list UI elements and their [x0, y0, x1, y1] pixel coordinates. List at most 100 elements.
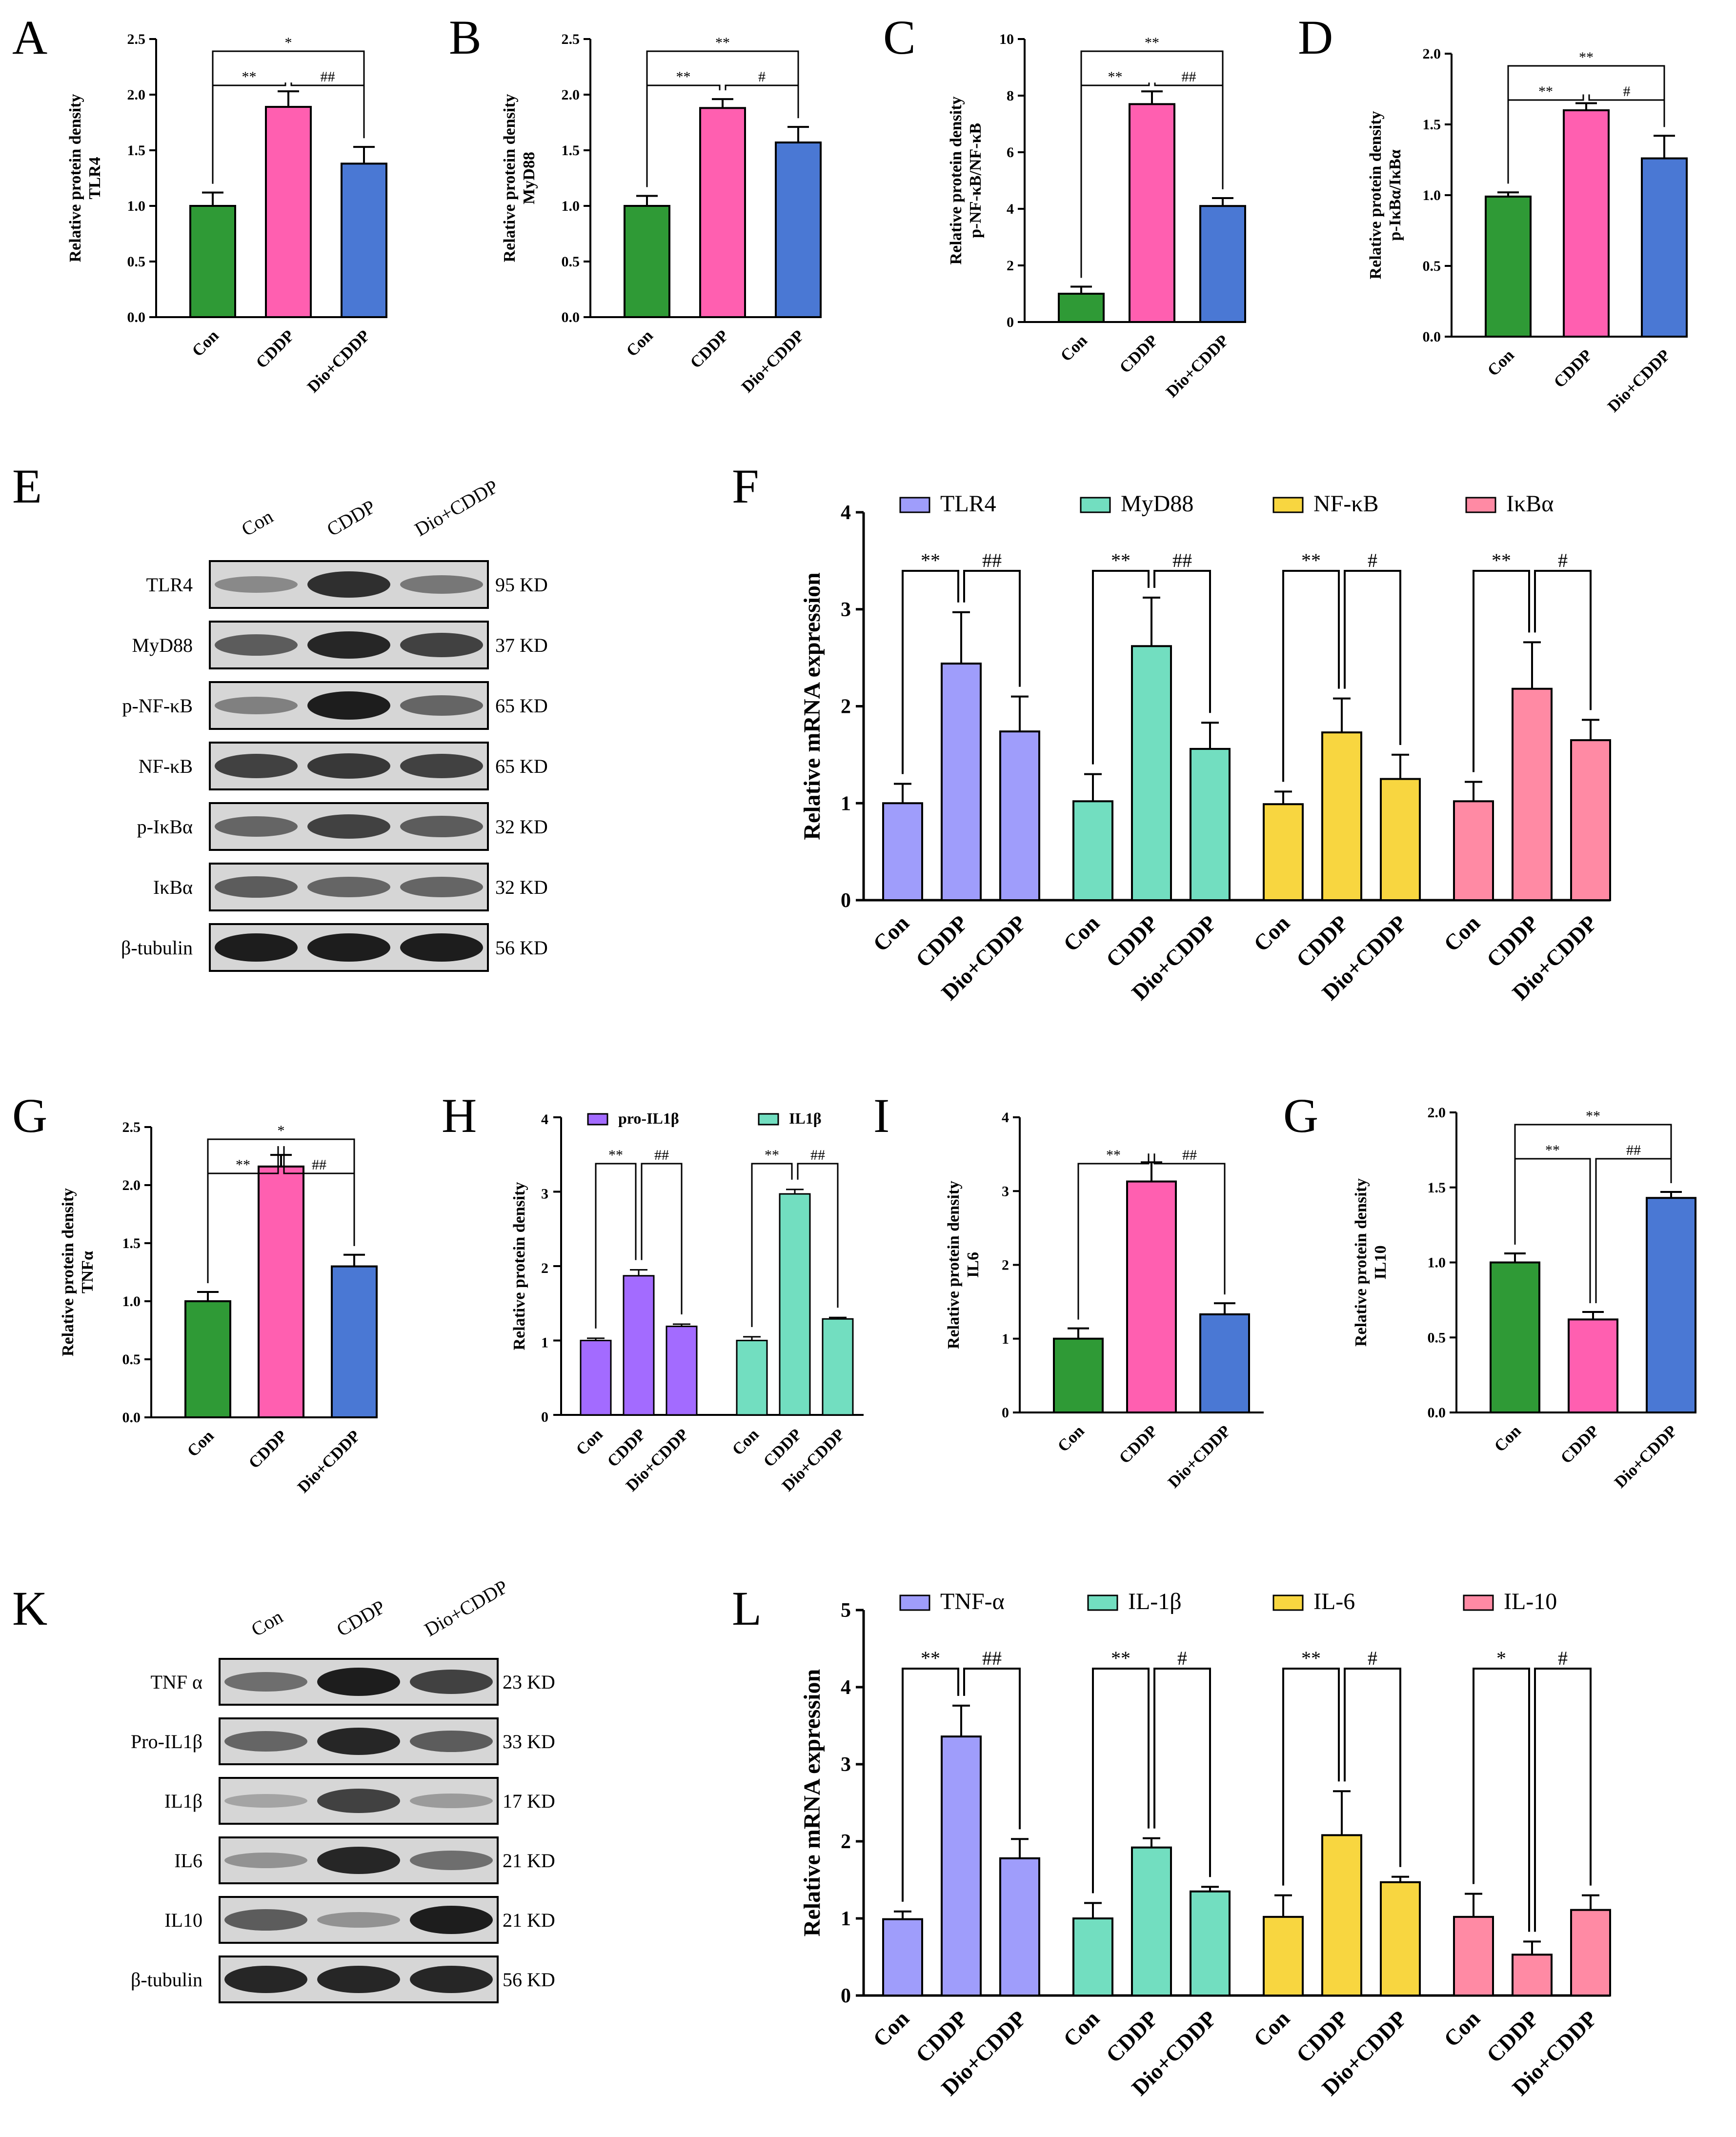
lane-text: CDDP — [323, 495, 379, 540]
significance-bracket — [963, 1668, 1021, 1830]
significance-bracket — [1344, 1668, 1401, 1867]
bar-diocddp — [775, 141, 822, 318]
category-text: Con — [1439, 2006, 1485, 2052]
legend-swatch — [899, 1594, 930, 1611]
category-label: Con — [1439, 910, 1485, 956]
legend-swatch — [1463, 1594, 1494, 1611]
bar-h-0-2 — [666, 1326, 698, 1416]
y-axis-label: Relative mRNA expression — [799, 1669, 825, 1936]
bar-f-3-2 — [1570, 739, 1611, 901]
category-label: Con — [1249, 2006, 1294, 2052]
chart-B: 0.0 0.5 1.0 1.5 2.0 2.5 Relative protein densi… — [501, 31, 822, 396]
significance-bracket — [1534, 1668, 1592, 1932]
blot-row-label: TNF α — [150, 1671, 202, 1693]
y-axis-label: Relative protein density MyD88 — [501, 94, 538, 262]
y-tick-label: 1.0 — [1423, 187, 1441, 203]
significance-bracket — [1153, 570, 1211, 713]
y-label-line1: Relative protein density — [947, 96, 965, 264]
panel-letter-h: H — [442, 1089, 477, 1143]
bar-diocddp — [1646, 1197, 1696, 1413]
y-tick-label: 2.0 — [1428, 1105, 1446, 1121]
blot-band — [307, 571, 390, 598]
bar-f-1-1 — [1131, 645, 1172, 901]
legend-swatch — [1465, 497, 1496, 513]
bar-h-1-0 — [736, 1340, 768, 1416]
category-text: Dio+CDDP — [1604, 346, 1674, 416]
bar-l-3-0 — [1453, 1915, 1494, 1997]
blot-band — [307, 631, 390, 659]
blot-row-label: p-NF-κB — [122, 695, 193, 717]
significance-label: # — [1558, 1647, 1568, 1669]
bar-l-2-2 — [1380, 1881, 1421, 1996]
blot-row-kd: 37 KD — [495, 634, 548, 656]
category-text: Con — [184, 1427, 218, 1460]
blot-row-label: p-IκBα — [137, 816, 193, 838]
category-label: Dio+CDDP — [304, 326, 374, 396]
y-tick-label: 3 — [1002, 1183, 1009, 1199]
significance-label: # — [1623, 83, 1631, 100]
legend-label: IL-6 — [1313, 1589, 1355, 1614]
blot-row-label: β-tubulin — [131, 1969, 202, 1991]
blot-band — [224, 1909, 307, 1931]
blot-band — [410, 1906, 493, 1934]
bar-con — [1490, 1261, 1540, 1413]
blot-band — [410, 1670, 493, 1694]
y-tick-label: 0.0 — [562, 309, 580, 325]
y-tick-label: 1.0 — [122, 1293, 141, 1310]
y-axis-label: Relative protein density IL10 — [1352, 1178, 1390, 1347]
bar-l-0-1 — [941, 1735, 982, 1997]
significance-bracket — [641, 1163, 683, 1314]
significance-label: # — [758, 69, 766, 85]
blot-band — [215, 933, 298, 962]
lane-label: Dio+CDDP — [411, 475, 502, 541]
chart-I: 0 1 2 3 4 Relative protein density IL6 Con CDDP D… — [945, 1109, 1264, 1492]
blot-band — [317, 1668, 400, 1696]
significance-label: ** — [1108, 69, 1123, 85]
y-tick-label: 1 — [841, 792, 851, 815]
bar-h-1-1 — [779, 1193, 811, 1416]
category-label: CDDP — [687, 326, 732, 372]
legend-label: pro-IL1β — [618, 1109, 679, 1127]
significance-bracket — [1153, 1668, 1211, 1877]
significance-label: ** — [1579, 49, 1594, 65]
category-label: Con — [184, 1427, 218, 1460]
legend-label: IL1β — [789, 1109, 822, 1127]
blot-row-kd: 65 KD — [495, 695, 548, 717]
y-tick-label: 2.0 — [127, 87, 146, 103]
y-tick-label: 2.5 — [562, 31, 580, 47]
bar-con — [624, 205, 670, 318]
blot-band — [410, 1794, 493, 1808]
bar-l-1-1 — [1131, 1846, 1172, 1996]
category-text: Dio+CDDP — [1165, 1422, 1234, 1492]
significance-label: ## — [1172, 549, 1192, 571]
blot-band — [307, 933, 390, 962]
y-tick-label: 4 — [541, 1111, 548, 1128]
western-blot-E: Con CDDP Dio+CDDP TLR4 95 KD MyD88 37 KD p-NF-κ… — [121, 475, 548, 972]
legend-swatch — [1272, 1594, 1304, 1611]
significance-label: * — [285, 35, 292, 51]
category-text: CDDP — [1116, 331, 1162, 377]
legend-label: IL-10 — [1504, 1589, 1557, 1614]
blot-band — [215, 876, 298, 898]
bar-con — [184, 1300, 231, 1418]
blot-band — [410, 1966, 493, 1993]
y-tick-label: 1 — [1002, 1331, 1009, 1347]
significance-bracket — [1153, 1153, 1226, 1295]
blot-row-kd: 56 KD — [495, 937, 548, 959]
significance-label: ** — [676, 69, 691, 85]
y-label-line2: IL6 — [964, 1252, 982, 1278]
chart-H: 0 1 2 3 4 Relative protein density pro-IL1β IL1… — [510, 1109, 864, 1495]
y-tick-label: 1.0 — [562, 198, 580, 214]
blot-row-label: NF-κB — [139, 755, 193, 777]
y-tick-label: 2 — [841, 1831, 851, 1853]
category-label: Con — [1249, 910, 1294, 956]
category-label: Con — [1057, 331, 1091, 365]
lane-text: Dio+CDDP — [411, 475, 502, 541]
bar-cddp — [1126, 1180, 1177, 1413]
significance-label: ** — [1301, 549, 1321, 571]
blot-band — [400, 575, 483, 594]
blot-row-label: IL6 — [174, 1850, 202, 1872]
category-label: Con — [1484, 346, 1518, 380]
significance-label: ** — [236, 1157, 250, 1173]
bar-f-1-2 — [1190, 747, 1231, 901]
